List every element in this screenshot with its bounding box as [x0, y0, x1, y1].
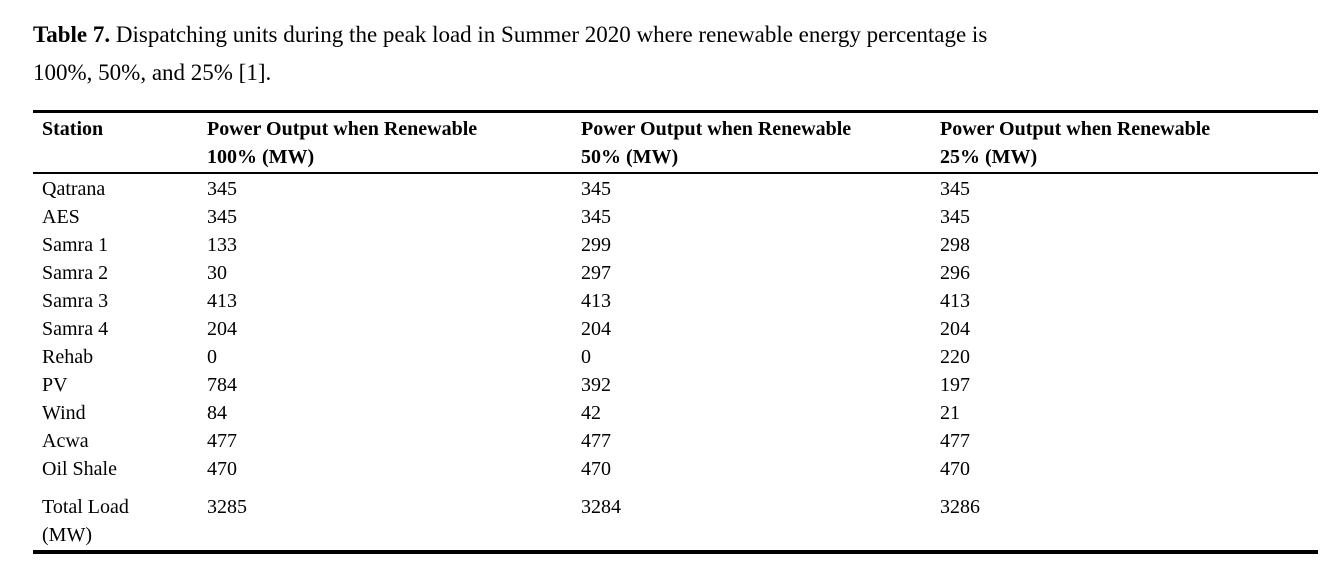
- value-50: 392: [581, 374, 611, 396]
- station-name: Samra 2: [42, 262, 109, 284]
- station-name: Samra 4: [42, 318, 109, 340]
- value-25: 345: [940, 178, 970, 200]
- value-50: 42: [581, 402, 601, 424]
- table-header: Station Power Output when Renewable 100%…: [33, 111, 1318, 174]
- value-100: 470: [207, 458, 237, 480]
- table-row: Samra 2 30 297 296: [33, 259, 1318, 287]
- station-name: Samra 3: [42, 290, 109, 312]
- table-row: Qatrana 345 345 345: [33, 173, 1318, 203]
- value-100: 477: [207, 430, 237, 452]
- value-25: 470: [940, 458, 970, 480]
- value-50: 345: [581, 178, 611, 200]
- value-50: 413: [581, 290, 611, 312]
- caption-table-number: Table 7.: [33, 22, 111, 47]
- table-row: Wind 84 42 21: [33, 399, 1318, 427]
- header-renewable-100: Power Output when Renewable 100% (MW): [198, 111, 572, 174]
- table-row: Rehab 0 0 220: [33, 343, 1318, 371]
- station-name: Rehab: [42, 346, 94, 368]
- value-25: 413: [940, 290, 970, 312]
- value-100: 345: [207, 206, 237, 228]
- station-name: PV: [42, 374, 68, 396]
- station-name: Samra 1: [42, 234, 109, 256]
- value-100: 133: [207, 234, 237, 256]
- value-50: 297: [581, 262, 611, 284]
- value-50: 299: [581, 234, 611, 256]
- table-row: Samra 4 204 204 204: [33, 315, 1318, 343]
- value-25: 197: [940, 374, 970, 396]
- total-100: 3285: [207, 496, 247, 518]
- value-50: 345: [581, 206, 611, 228]
- table-body: Qatrana 345 345 345 AES 345 345 345 Samr…: [33, 173, 1318, 552]
- header-row: Station Power Output when Renewable 100%…: [33, 111, 1318, 174]
- table-row: Acwa 477 477 477: [33, 427, 1318, 455]
- value-25: 477: [940, 430, 970, 452]
- station-name: Acwa: [42, 430, 89, 452]
- value-100: 30: [207, 262, 227, 284]
- caption-line-1: Table 7. Dispatching units during the pe…: [33, 16, 1318, 54]
- value-25: 21: [940, 402, 960, 424]
- table-caption: Table 7. Dispatching units during the pe…: [33, 16, 1318, 92]
- total-row: Total Load (MW) 3285 3284 3286: [33, 483, 1318, 552]
- value-25: 345: [940, 206, 970, 228]
- value-100: 413: [207, 290, 237, 312]
- table-row: Samra 3 413 413 413: [33, 287, 1318, 315]
- value-25: 296: [940, 262, 970, 284]
- value-50: 204: [581, 318, 611, 340]
- header-station: Station: [33, 111, 198, 174]
- value-50: 477: [581, 430, 611, 452]
- station-name: Qatrana: [42, 178, 106, 200]
- value-100: 84: [207, 402, 227, 424]
- paper-page: Table 7. Dispatching units during the pe…: [0, 16, 1343, 576]
- table-row: AES 345 345 345: [33, 203, 1318, 231]
- caption-line-2: 100%, 50%, and 25% [1].: [33, 60, 272, 85]
- caption-text: Dispatching units during the peak load i…: [110, 22, 988, 47]
- value-25: 220: [940, 346, 970, 368]
- header-renewable-25: Power Output when Renewable 25% (MW): [931, 111, 1318, 174]
- header-renewable-50: Power Output when Renewable 50% (MW): [572, 111, 931, 174]
- value-100: 784: [207, 374, 237, 396]
- total-label: Total Load (MW): [42, 496, 129, 546]
- station-name: Oil Shale: [42, 458, 117, 480]
- table-row: PV 784 392 197: [33, 371, 1318, 399]
- value-100: 345: [207, 178, 237, 200]
- station-name: Wind: [42, 402, 86, 424]
- table-row: Samra 1 133 299 298: [33, 231, 1318, 259]
- value-25: 204: [940, 318, 970, 340]
- total-25: 3286: [940, 496, 980, 518]
- station-name: AES: [42, 206, 80, 228]
- table-row: Oil Shale 470 470 470: [33, 455, 1318, 483]
- value-100: 204: [207, 318, 237, 340]
- value-50: 470: [581, 458, 611, 480]
- value-100: 0: [207, 346, 217, 368]
- total-50: 3284: [581, 496, 621, 518]
- value-50: 0: [581, 346, 591, 368]
- dispatch-table: Station Power Output when Renewable 100%…: [33, 110, 1318, 554]
- value-25: 298: [940, 234, 970, 256]
